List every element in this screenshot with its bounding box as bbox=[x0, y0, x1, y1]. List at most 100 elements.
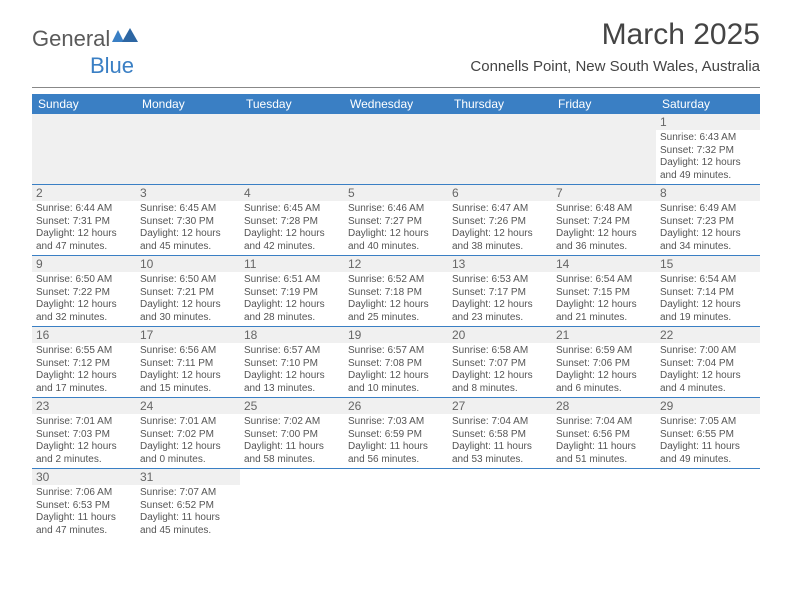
day-number: 30 bbox=[32, 469, 136, 485]
sunset-line: Sunset: 7:28 PM bbox=[244, 216, 340, 229]
sunrise-line: Sunrise: 6:55 AM bbox=[36, 345, 132, 358]
calendar-day-cell: 27Sunrise: 7:04 AMSunset: 6:58 PMDayligh… bbox=[448, 398, 552, 469]
sunset-line: Sunset: 7:18 PM bbox=[348, 287, 444, 300]
calendar-day-cell: 5Sunrise: 6:46 AMSunset: 7:27 PMDaylight… bbox=[344, 185, 448, 256]
daylight-line: and 49 minutes. bbox=[660, 454, 756, 467]
sunrise-line: Sunrise: 7:05 AM bbox=[660, 416, 756, 429]
sunset-line: Sunset: 7:11 PM bbox=[140, 358, 236, 371]
calendar-day-cell: 30 Sunrise: 7:06 AMSunset: 6:53 PMDayligh… bbox=[32, 469, 136, 540]
header-rule bbox=[32, 87, 760, 88]
daylight-line: and 53 minutes. bbox=[452, 454, 548, 467]
daylight-line: and 34 minutes. bbox=[660, 241, 756, 254]
daylight-line: and 2 minutes. bbox=[36, 454, 132, 467]
daylight-line: Daylight: 11 hours bbox=[452, 441, 548, 454]
day-number: 15 bbox=[656, 256, 760, 272]
sunrise-line: Sunrise: 7:04 AM bbox=[452, 416, 548, 429]
sunrise-line: Sunrise: 7:02 AM bbox=[244, 416, 340, 429]
day-number: 2 bbox=[32, 185, 136, 201]
daylight-line: and 13 minutes. bbox=[244, 383, 340, 396]
calendar-day-cell: 14Sunrise: 6:54 AMSunset: 7:15 PMDayligh… bbox=[552, 256, 656, 327]
calendar-day-cell: 11Sunrise: 6:51 AMSunset: 7:19 PMDayligh… bbox=[240, 256, 344, 327]
calendar-day-cell: 28Sunrise: 7:04 AMSunset: 6:56 PMDayligh… bbox=[552, 398, 656, 469]
day-number: 16 bbox=[32, 327, 136, 343]
day-number: 18 bbox=[240, 327, 344, 343]
calendar-day-cell: 12Sunrise: 6:52 AMSunset: 7:18 PMDayligh… bbox=[344, 256, 448, 327]
sunset-line: Sunset: 7:07 PM bbox=[452, 358, 548, 371]
daylight-line: Daylight: 12 hours bbox=[244, 228, 340, 241]
calendar-day-cell: 18Sunrise: 6:57 AMSunset: 7:10 PMDayligh… bbox=[240, 327, 344, 398]
daylight-line: Daylight: 12 hours bbox=[140, 299, 236, 312]
day-number: 31 bbox=[136, 469, 240, 485]
day-number: 21 bbox=[552, 327, 656, 343]
calendar-day-cell: 20Sunrise: 6:58 AMSunset: 7:07 PMDayligh… bbox=[448, 327, 552, 398]
logo-text-general: General bbox=[32, 26, 110, 52]
daylight-line: and 30 minutes. bbox=[140, 312, 236, 325]
sunset-line: Sunset: 7:27 PM bbox=[348, 216, 444, 229]
sunset-line: Sunset: 7:19 PM bbox=[244, 287, 340, 300]
daylight-line: and 19 minutes. bbox=[660, 312, 756, 325]
daylight-line: Daylight: 12 hours bbox=[452, 370, 548, 383]
daylight-line: Daylight: 12 hours bbox=[452, 299, 548, 312]
day-number: 28 bbox=[552, 398, 656, 414]
daylight-line: Daylight: 12 hours bbox=[36, 228, 132, 241]
weekday-header: Friday bbox=[552, 94, 656, 114]
calendar-day-cell: 3Sunrise: 6:45 AMSunset: 7:30 PMDaylight… bbox=[136, 185, 240, 256]
sunrise-line: Sunrise: 6:51 AM bbox=[244, 274, 340, 287]
sunrise-line: Sunrise: 6:43 AM bbox=[660, 132, 756, 145]
day-number: 19 bbox=[344, 327, 448, 343]
calendar-day-cell: 13Sunrise: 6:53 AMSunset: 7:17 PMDayligh… bbox=[448, 256, 552, 327]
calendar-day-cell: 2Sunrise: 6:44 AMSunset: 7:31 PMDaylight… bbox=[32, 185, 136, 256]
sunset-line: Sunset: 7:31 PM bbox=[36, 216, 132, 229]
calendar-row: 2Sunrise: 6:44 AMSunset: 7:31 PMDaylight… bbox=[32, 185, 760, 256]
day-number: 10 bbox=[136, 256, 240, 272]
sunrise-line: Sunrise: 7:06 AM bbox=[36, 487, 132, 500]
calendar-empty-cell bbox=[240, 469, 344, 540]
daylight-line: and 47 minutes. bbox=[36, 525, 132, 538]
sunset-line: Sunset: 7:22 PM bbox=[36, 287, 132, 300]
daylight-line: and 45 minutes. bbox=[140, 525, 236, 538]
calendar-row: 1Sunrise: 6:43 AMSunset: 7:32 PMDaylight… bbox=[32, 114, 760, 185]
daylight-line: and 40 minutes. bbox=[348, 241, 444, 254]
daylight-line: and 6 minutes. bbox=[556, 383, 652, 396]
calendar-empty-cell bbox=[448, 469, 552, 540]
sunset-line: Sunset: 7:03 PM bbox=[36, 429, 132, 442]
daylight-line: and 56 minutes. bbox=[348, 454, 444, 467]
calendar-row: 30 Sunrise: 7:06 AMSunset: 6:53 PMDayligh… bbox=[32, 469, 760, 540]
daylight-line: Daylight: 12 hours bbox=[660, 228, 756, 241]
daylight-line: Daylight: 12 hours bbox=[556, 228, 652, 241]
weekday-header: Monday bbox=[136, 94, 240, 114]
sunrise-line: Sunrise: 6:49 AM bbox=[660, 203, 756, 216]
daylight-line: and 4 minutes. bbox=[660, 383, 756, 396]
sunset-line: Sunset: 7:14 PM bbox=[660, 287, 756, 300]
sunrise-line: Sunrise: 6:54 AM bbox=[556, 274, 652, 287]
logo-flag-icon bbox=[112, 28, 138, 51]
daylight-line: and 36 minutes. bbox=[556, 241, 652, 254]
sunrise-line: Sunrise: 7:04 AM bbox=[556, 416, 652, 429]
daylight-line: Daylight: 12 hours bbox=[660, 370, 756, 383]
sunrise-line: Sunrise: 6:57 AM bbox=[244, 345, 340, 358]
day-number: 8 bbox=[656, 185, 760, 201]
calendar-day-cell: 1Sunrise: 6:43 AMSunset: 7:32 PMDaylight… bbox=[656, 114, 760, 185]
sunset-line: Sunset: 7:17 PM bbox=[452, 287, 548, 300]
day-number: 22 bbox=[656, 327, 760, 343]
sunrise-line: Sunrise: 6:57 AM bbox=[348, 345, 444, 358]
calendar-table: SundayMondayTuesdayWednesdayThursdayFrid… bbox=[32, 94, 760, 539]
daylight-line: Daylight: 11 hours bbox=[36, 512, 132, 525]
calendar-empty-cell bbox=[344, 469, 448, 540]
calendar-row: 16Sunrise: 6:55 AMSunset: 7:12 PMDayligh… bbox=[32, 327, 760, 398]
calendar-day-cell: 22Sunrise: 7:00 AMSunset: 7:04 PMDayligh… bbox=[656, 327, 760, 398]
daylight-line: Daylight: 12 hours bbox=[348, 299, 444, 312]
weekday-header: Saturday bbox=[656, 94, 760, 114]
day-number: 7 bbox=[552, 185, 656, 201]
day-number: 9 bbox=[32, 256, 136, 272]
month-title: March 2025 bbox=[470, 18, 760, 52]
daylight-line: Daylight: 12 hours bbox=[660, 299, 756, 312]
sunset-line: Sunset: 6:53 PM bbox=[36, 500, 132, 513]
weekday-header: Sunday bbox=[32, 94, 136, 114]
daylight-line: Daylight: 11 hours bbox=[660, 441, 756, 454]
calendar-day-cell: 17Sunrise: 6:56 AMSunset: 7:11 PMDayligh… bbox=[136, 327, 240, 398]
daylight-line: Daylight: 12 hours bbox=[452, 228, 548, 241]
sunset-line: Sunset: 7:26 PM bbox=[452, 216, 548, 229]
weekday-header-row: SundayMondayTuesdayWednesdayThursdayFrid… bbox=[32, 94, 760, 114]
daylight-line: Daylight: 12 hours bbox=[36, 441, 132, 454]
